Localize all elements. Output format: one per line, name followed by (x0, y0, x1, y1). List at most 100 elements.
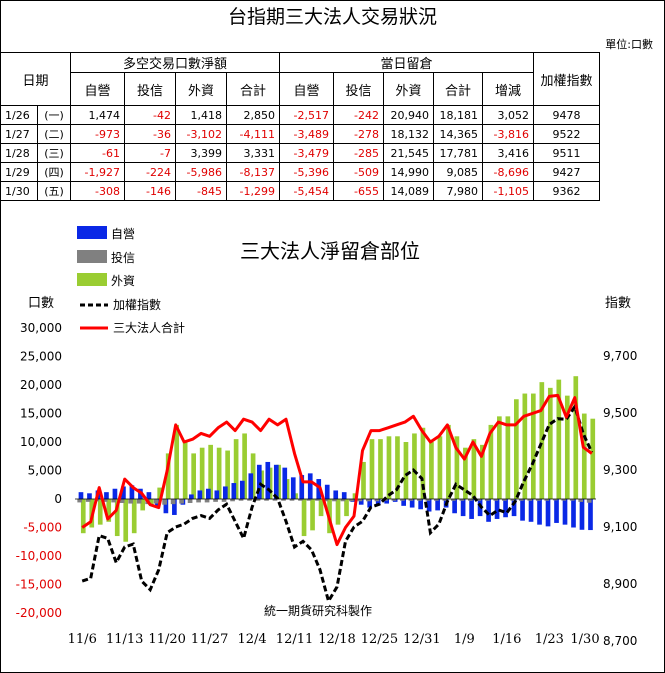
table-row: 1/30 (五) -308 -146 -845 -1,299 -5,454 -655 14,08… (0, 181, 600, 201)
oi-value-cell: -3,489 (279, 124, 334, 144)
bar-foreign (80, 499, 86, 534)
right-tick-label: 9,100 (603, 520, 637, 534)
bar-trust (247, 499, 252, 501)
oi-value-cell: -278 (333, 124, 384, 144)
bar-trust (518, 499, 524, 501)
oi-value-cell: 3,416 (482, 143, 534, 163)
bar-foreign (182, 442, 188, 499)
bar-trust (77, 499, 83, 503)
bar-dealer (112, 488, 118, 499)
bar-trust (484, 499, 490, 501)
bar-foreign (412, 433, 417, 499)
right-tick-label: 8,700 (603, 634, 637, 648)
subheader-cell: 投信 (333, 72, 384, 106)
chart: 自營 投信 外資 加權指數 三大法人合計 三大法人淨留倉部位 口數 指數 30,… (16, 226, 637, 648)
left-tick-label: -20,000 (16, 606, 62, 620)
bar-foreign (547, 387, 553, 499)
right-tick-label: 9,300 (603, 463, 637, 477)
table-row: 1/27 (二) -973 -36 -3,102 -4,111 -3,489 -278 18,1… (0, 124, 600, 144)
bar-foreign (429, 442, 434, 499)
bar-foreign (505, 416, 511, 499)
bar-trust (289, 499, 295, 501)
bar-dealer (409, 499, 415, 508)
bar-foreign (556, 379, 562, 499)
trade-value-cell: -42 (124, 105, 176, 125)
x-tick-label: 1/23 (535, 632, 564, 647)
oi-value-cell: 9,085 (433, 162, 483, 182)
bar-dealer (486, 499, 491, 522)
bar-dealer (239, 480, 245, 499)
oi-value-cell: -3,479 (279, 143, 334, 163)
bar-dealer (214, 490, 220, 499)
bar-dealer (494, 499, 500, 519)
bar-foreign (335, 499, 341, 525)
trade-value-cell: -308 (70, 181, 125, 201)
bar-trust (315, 499, 320, 501)
bar-trust (552, 499, 558, 501)
subheader-cell: 外資 (383, 72, 434, 106)
bar-dealer (537, 499, 542, 525)
series-index-line (81, 403, 594, 605)
index-cell: 9511 (533, 143, 600, 163)
bar-trust (578, 499, 584, 502)
bar-dealer (248, 473, 254, 499)
bar-trust (467, 499, 473, 501)
bar-trust (357, 499, 363, 502)
oi-value-cell: -2,517 (279, 105, 334, 125)
bar-trust (281, 499, 286, 501)
right-tick-label: 9,500 (603, 406, 637, 420)
bar-trust (85, 499, 91, 502)
series-total-line (81, 393, 593, 547)
x-tick-label: 11/20 (148, 632, 185, 647)
left-tick-label: 20,000 (20, 378, 62, 392)
table-subheader-row: 自營 投信 外資 合計 自營 投信 外資 合計 增減 (1, 72, 600, 106)
subheader-cell: 增減 (482, 72, 534, 106)
bar-dealer (87, 493, 92, 499)
trade-value-cell: -4,111 (226, 124, 280, 144)
bar-foreign (233, 439, 239, 499)
bar-trust (501, 499, 507, 501)
right-tick-label: 9,700 (603, 349, 637, 363)
legend-swatch-foreign (77, 273, 107, 286)
trade-value-cell: 1,474 (70, 105, 125, 125)
trade-value-cell: 3,399 (175, 143, 227, 163)
bar-dealer (554, 499, 559, 523)
oi-value-cell: -285 (333, 143, 384, 163)
bar-foreign (454, 436, 460, 499)
x-tick-label: 12/31 (403, 632, 440, 647)
bar-dealer (401, 499, 406, 506)
bar-trust (366, 499, 371, 502)
trade-value-cell: -36 (124, 124, 176, 144)
bar-dealer (333, 490, 339, 499)
bar-foreign (488, 424, 494, 499)
trade-value-cell: 2,850 (226, 105, 280, 125)
bar-foreign (564, 395, 570, 499)
bar-trust (425, 499, 431, 501)
bar-dealer (231, 483, 237, 499)
bar-trust (374, 499, 380, 502)
bar-dealer (78, 492, 84, 499)
summary-table: 日期 多空交易口數淨額 當日留倉 加權指數 自營 投信 外資 合計 自營 投信 … (0, 52, 600, 201)
weekday-cell: (三) (37, 143, 71, 163)
oi-value-cell: 18,132 (383, 124, 434, 144)
trade-value-cell: -224 (124, 162, 176, 182)
bars (77, 376, 596, 542)
bar-trust (332, 499, 337, 502)
bar-dealer (571, 499, 576, 528)
bar-dealer (358, 499, 364, 505)
oi-value-cell: -3,816 (482, 124, 534, 144)
bar-trust (204, 499, 210, 503)
legend-label-total: 三大法人合計 (113, 320, 185, 335)
left-tick-label: -5,000 (23, 521, 62, 535)
x-tick-label: 1/9 (454, 632, 475, 647)
bar-foreign (157, 487, 163, 499)
bar-dealer (520, 499, 525, 521)
oi-value-cell: 17,781 (433, 143, 483, 163)
date-cell: 1/30 (0, 181, 38, 201)
oi-value-cell: 3,052 (482, 105, 534, 125)
bar-dealer (426, 499, 432, 512)
report-title: 台指期三大法人交易狀況 (227, 6, 437, 28)
bar-foreign (514, 399, 519, 499)
bar-foreign (114, 499, 120, 537)
bar-foreign (378, 439, 383, 499)
